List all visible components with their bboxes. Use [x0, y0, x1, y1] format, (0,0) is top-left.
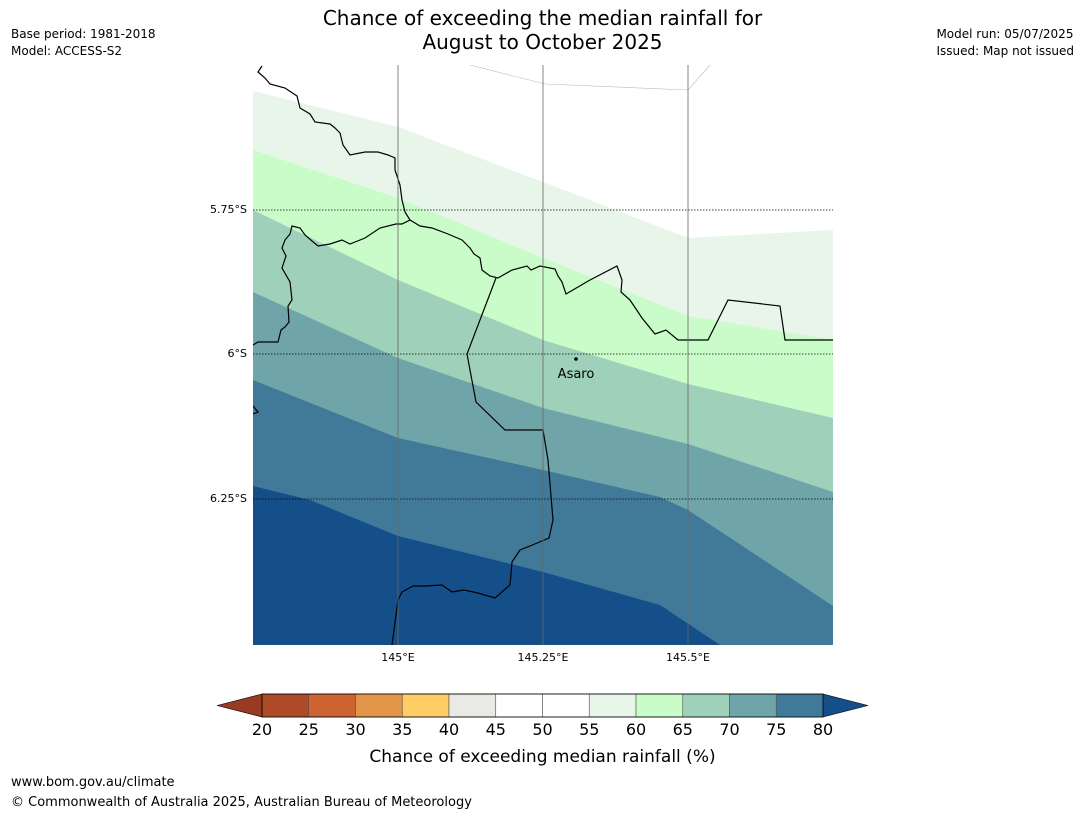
- colorbar-segment: [495, 693, 543, 718]
- lon-label-145: 145°E: [381, 651, 414, 664]
- colorbar-tick-label: 35: [392, 720, 412, 739]
- base-period-text: Base period: 1981-2018: [11, 27, 156, 41]
- footer-url: www.bom.gov.au/climate: [11, 775, 175, 790]
- colorbar-tick-label: 75: [766, 720, 786, 739]
- colorbar-tick-label: 60: [626, 720, 646, 739]
- colorbar-segment: [775, 693, 824, 718]
- model-text: Model: ACCESS-S2: [11, 44, 123, 58]
- colorbar-tick-label: 25: [299, 720, 319, 739]
- coast-left-notch: [253, 405, 259, 415]
- map-panel: Asaro: [253, 65, 833, 645]
- coastline-upper: [253, 65, 411, 346]
- colorbar-tick-label: 80: [813, 720, 833, 739]
- graticule: [253, 65, 833, 645]
- metadata-right: Model run: 05/07/2025 Issued: Map not is…: [936, 26, 1074, 60]
- colorbar-tick-label: 55: [579, 720, 599, 739]
- colorbar-outline: [261, 693, 824, 718]
- colorbar-segment: [682, 693, 730, 718]
- lon-label-145-25: 145.25°E: [518, 651, 569, 664]
- colorbar-segment: [588, 693, 637, 718]
- title-line-2: August to October 2025: [422, 30, 663, 54]
- colorbar-segment: [635, 693, 684, 718]
- footer-copyright: © Commonwealth of Australia 2025, Austra…: [11, 795, 472, 810]
- colorbar-over-arrow: [822, 693, 869, 718]
- province-border: [391, 277, 554, 645]
- colorbar-segment: [448, 693, 497, 718]
- metadata-left: Base period: 1981-2018 Model: ACCESS-S2: [11, 26, 156, 60]
- colorbar-tick-label: 40: [439, 720, 459, 739]
- lat-label-6: 6°S: [228, 347, 247, 360]
- lat-label-6-25: 6.25°S: [210, 492, 247, 505]
- rainfall-map: Asaro 5.75°S 6°S 6.25°S 145°E 145.25°E 1…: [210, 65, 833, 664]
- colorbar-segment: [729, 693, 777, 718]
- colorbar-tick-label: 50: [532, 720, 552, 739]
- model-run-text: Model run: 05/07/2025: [936, 27, 1074, 41]
- colorbar-segment: [308, 693, 356, 718]
- colorbar-under-arrow: [216, 693, 263, 718]
- coastline-lower: [409, 219, 833, 341]
- colorbar-segment: [355, 693, 403, 718]
- axis-labels: 5.75°S 6°S 6.25°S 145°E 145.25°E 145.5°E: [210, 203, 710, 664]
- colorbar-tick-label: 45: [486, 720, 506, 739]
- title-line-1: Chance of exceeding the median rainfall …: [322, 6, 763, 30]
- asaro-marker: [574, 357, 578, 361]
- lon-label-145-5: 145.5°E: [666, 651, 710, 664]
- colorbar-segment: [401, 693, 450, 718]
- map-title: Chance of exceeding the median rainfall …: [0, 6, 1085, 54]
- colorbar-segment: [261, 693, 310, 718]
- colorbar-label: Chance of exceeding median rainfall (%): [369, 747, 715, 767]
- colorbar-tick-label: 65: [673, 720, 693, 739]
- colorbar-segment: [542, 693, 590, 718]
- lat-label-5-75: 5.75°S: [210, 203, 247, 216]
- band-above-80: [253, 486, 720, 645]
- colorbar-group: 20 25 30 35 40 45 50 55 60 65 70 75 80 Chance of exce…: [216, 693, 869, 767]
- coastline-and-borders: [253, 65, 833, 645]
- issued-text: Issued: Map not issued: [936, 44, 1074, 58]
- faint-boundary: [469, 65, 711, 91]
- colorbar-tick-label: 20: [252, 720, 272, 739]
- colorbar-tick-label: 70: [719, 720, 739, 739]
- asaro-label: Asaro: [558, 367, 595, 382]
- colorbar-tick-label: 30: [345, 720, 365, 739]
